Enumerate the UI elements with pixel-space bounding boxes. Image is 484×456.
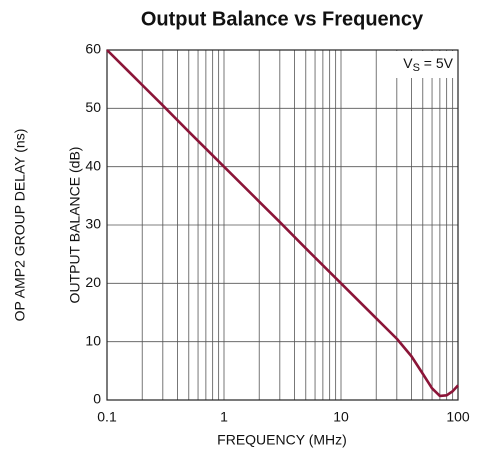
y-tick-label: 30 — [85, 216, 101, 232]
x-tick-label: 100 — [446, 409, 470, 425]
y-tick-label: 40 — [85, 157, 101, 173]
annotation-box — [392, 51, 457, 78]
y-tick-label: 10 — [85, 332, 101, 348]
x-tick-label: 1 — [220, 409, 228, 425]
y-tick-label: 20 — [85, 274, 101, 290]
annotation-part: S — [413, 62, 420, 74]
annotation-part: = 5V — [420, 55, 454, 71]
y-tick-label: 50 — [85, 99, 101, 115]
chart-title: Output Balance vs Frequency — [141, 8, 424, 30]
plot-border — [106, 49, 459, 401]
y-axis-label: OUTPUT BALANCE (dB) — [67, 147, 83, 304]
y-tick-label: 60 — [85, 41, 101, 57]
y-tick-label: 0 — [93, 391, 101, 407]
x-axis-label: FREQUENCY (MHz) — [217, 432, 347, 448]
x-tick-label: 0.1 — [97, 409, 117, 425]
annotation: VS = 5V — [403, 55, 453, 74]
data-line — [106, 49, 459, 398]
annotation-part: V — [403, 55, 413, 71]
x-tick-label: 10 — [333, 409, 349, 425]
y-axis-label-2: OP AMP2 GROUP DELAY (ns) — [12, 129, 28, 322]
